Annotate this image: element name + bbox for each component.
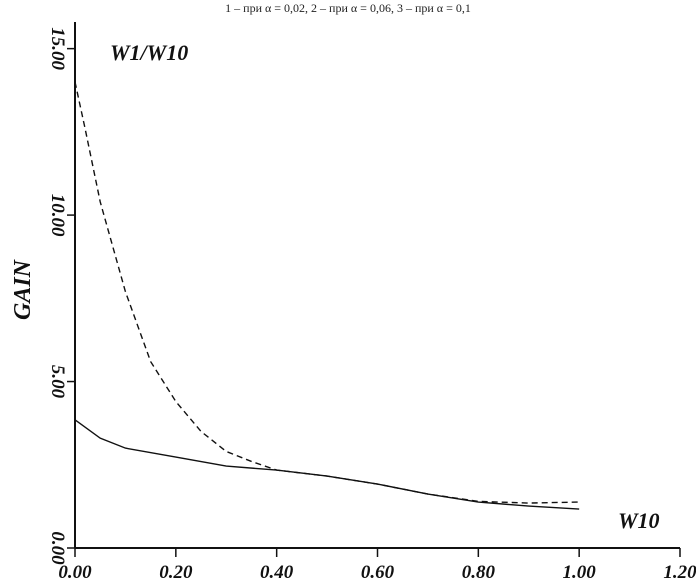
- annotation: W1/W10: [110, 40, 188, 65]
- series-line: [74, 419, 580, 510]
- y-tick-label: 0.00: [47, 531, 68, 565]
- y-tick-label: 15.00: [47, 27, 68, 70]
- x-tick-label: 0.00: [58, 562, 92, 583]
- x-tick-label: 0.20: [159, 562, 193, 583]
- x-axis-label: W10: [618, 508, 660, 533]
- x-tick-label: 1.20: [663, 562, 696, 583]
- y-tick-label: 5.00: [47, 365, 68, 399]
- y-axis-label: GAIN: [10, 258, 36, 320]
- chart-title: 1 – при α = 0,02, 2 – при α = 0,06, 3 – …: [225, 1, 471, 15]
- y-tick-label: 10.00: [47, 194, 68, 237]
- x-tick-label: 0.40: [260, 562, 294, 583]
- x-tick-label: 0.80: [462, 562, 496, 583]
- series-line: [74, 81, 580, 504]
- x-tick-label: 1.00: [563, 562, 597, 583]
- x-tick-label: 0.60: [361, 562, 395, 583]
